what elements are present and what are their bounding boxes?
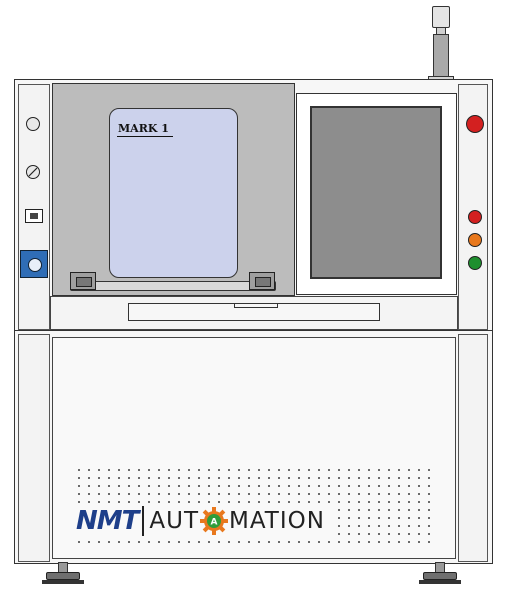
power-button[interactable] (466, 115, 484, 133)
logo-separator (142, 506, 145, 536)
right-foot (423, 572, 457, 580)
tower-light-cap (432, 6, 450, 28)
drawer-band (50, 296, 458, 330)
gear-letter: A (211, 518, 218, 528)
main-power-switch[interactable] (20, 250, 48, 278)
logo-brand: NMT (76, 506, 139, 536)
left-foot (46, 572, 80, 580)
door-hinge-left (70, 272, 96, 290)
logo-word-left: AUT (149, 508, 199, 534)
right-lower-strip (458, 334, 488, 562)
usb-port-icon[interactable] (25, 209, 43, 223)
drawer-notch (234, 303, 278, 308)
door-label-underline (117, 136, 173, 137)
orange-indicator-button[interactable] (468, 233, 482, 247)
door-handle-bar[interactable] (70, 281, 276, 291)
green-indicator-button[interactable] (468, 256, 482, 270)
rotary-knob-icon[interactable] (26, 165, 40, 179)
red-indicator-button[interactable] (468, 210, 482, 224)
keyboard-drawer-handle[interactable] (128, 303, 380, 321)
left-lower-strip (18, 334, 50, 562)
left-foot-plate (42, 580, 84, 584)
door-label: MARK 1 (118, 122, 169, 135)
door-hinge-right (249, 272, 275, 290)
monitor-screen[interactable] (310, 106, 442, 279)
key-switch-icon[interactable] (26, 117, 40, 131)
company-logo: NMT AUT A MATION (70, 503, 331, 539)
right-foot-plate (419, 580, 461, 584)
tower-light (433, 34, 449, 78)
gear-icon: A (200, 507, 228, 535)
logo-word-right: MATION (229, 508, 325, 534)
